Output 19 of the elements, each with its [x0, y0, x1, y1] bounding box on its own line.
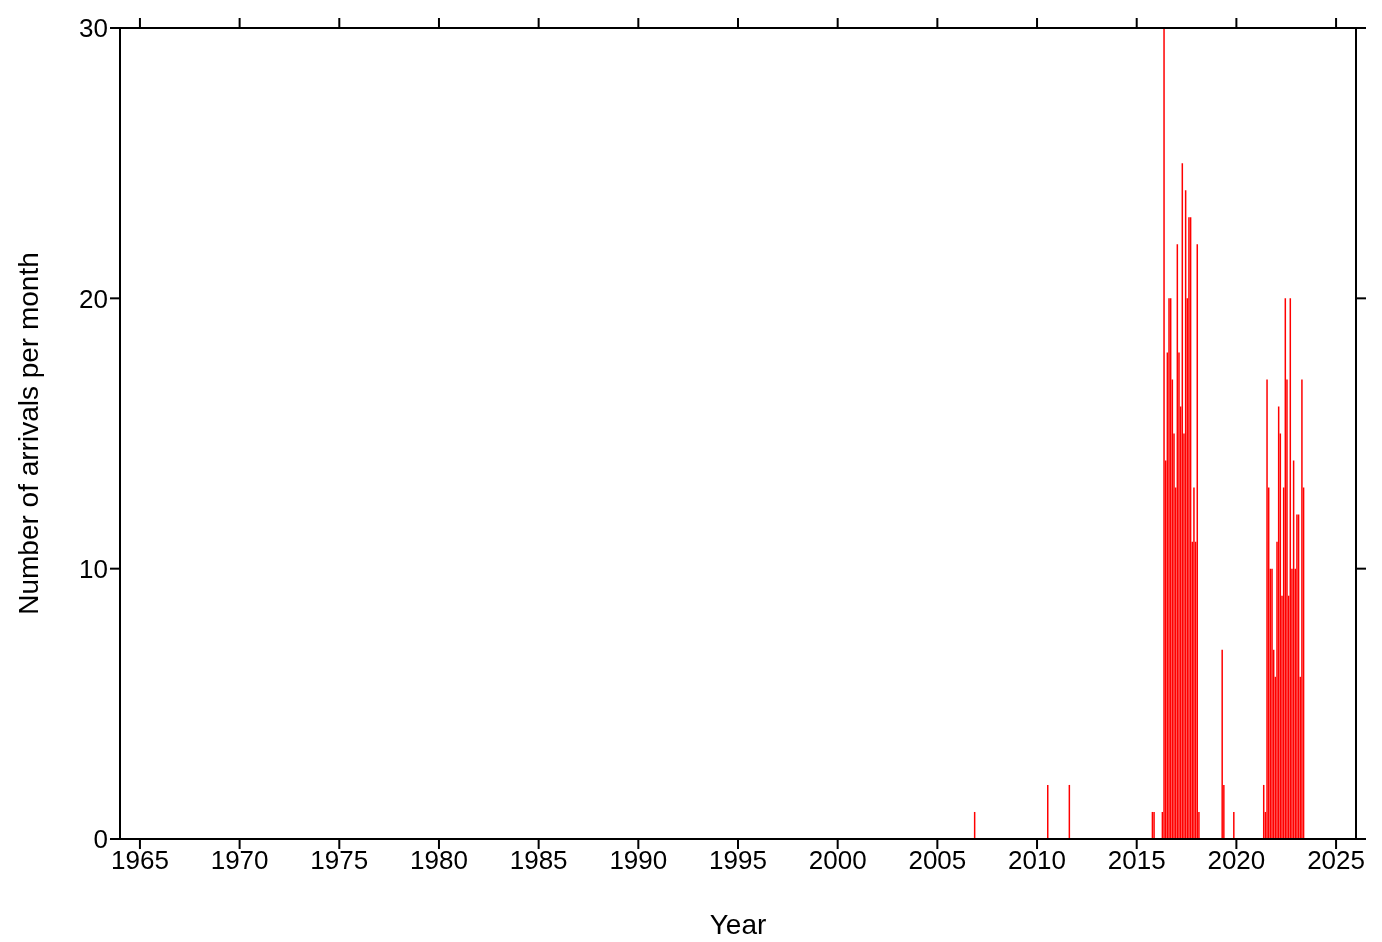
x-tick-label: 2000 [808, 845, 867, 876]
x-tick-label: 1970 [210, 845, 269, 876]
x-tick-label: 1990 [609, 845, 668, 876]
y-tick-label: 30 [79, 13, 108, 44]
x-tick-label: 1980 [410, 845, 468, 876]
y-axis-title: Number of arrivals per month [12, 252, 44, 615]
x-tick-label: 2005 [908, 845, 967, 876]
x-tick-label: 2020 [1207, 845, 1266, 876]
x-tick-label: 1975 [310, 845, 369, 876]
x-tick-label: 2025 [1307, 845, 1365, 876]
y-tick-label: 0 [93, 824, 108, 855]
x-tick-label: 1965 [111, 845, 169, 876]
x-tick-label: 2015 [1107, 845, 1166, 876]
x-tick-label: 1995 [709, 845, 767, 876]
x-tick-label: 1985 [509, 845, 568, 876]
y-tick-label: 10 [79, 553, 108, 584]
x-tick-label: 2010 [1008, 845, 1066, 876]
x-axis-title: Year [709, 909, 767, 940]
y-tick-label: 20 [79, 283, 108, 314]
